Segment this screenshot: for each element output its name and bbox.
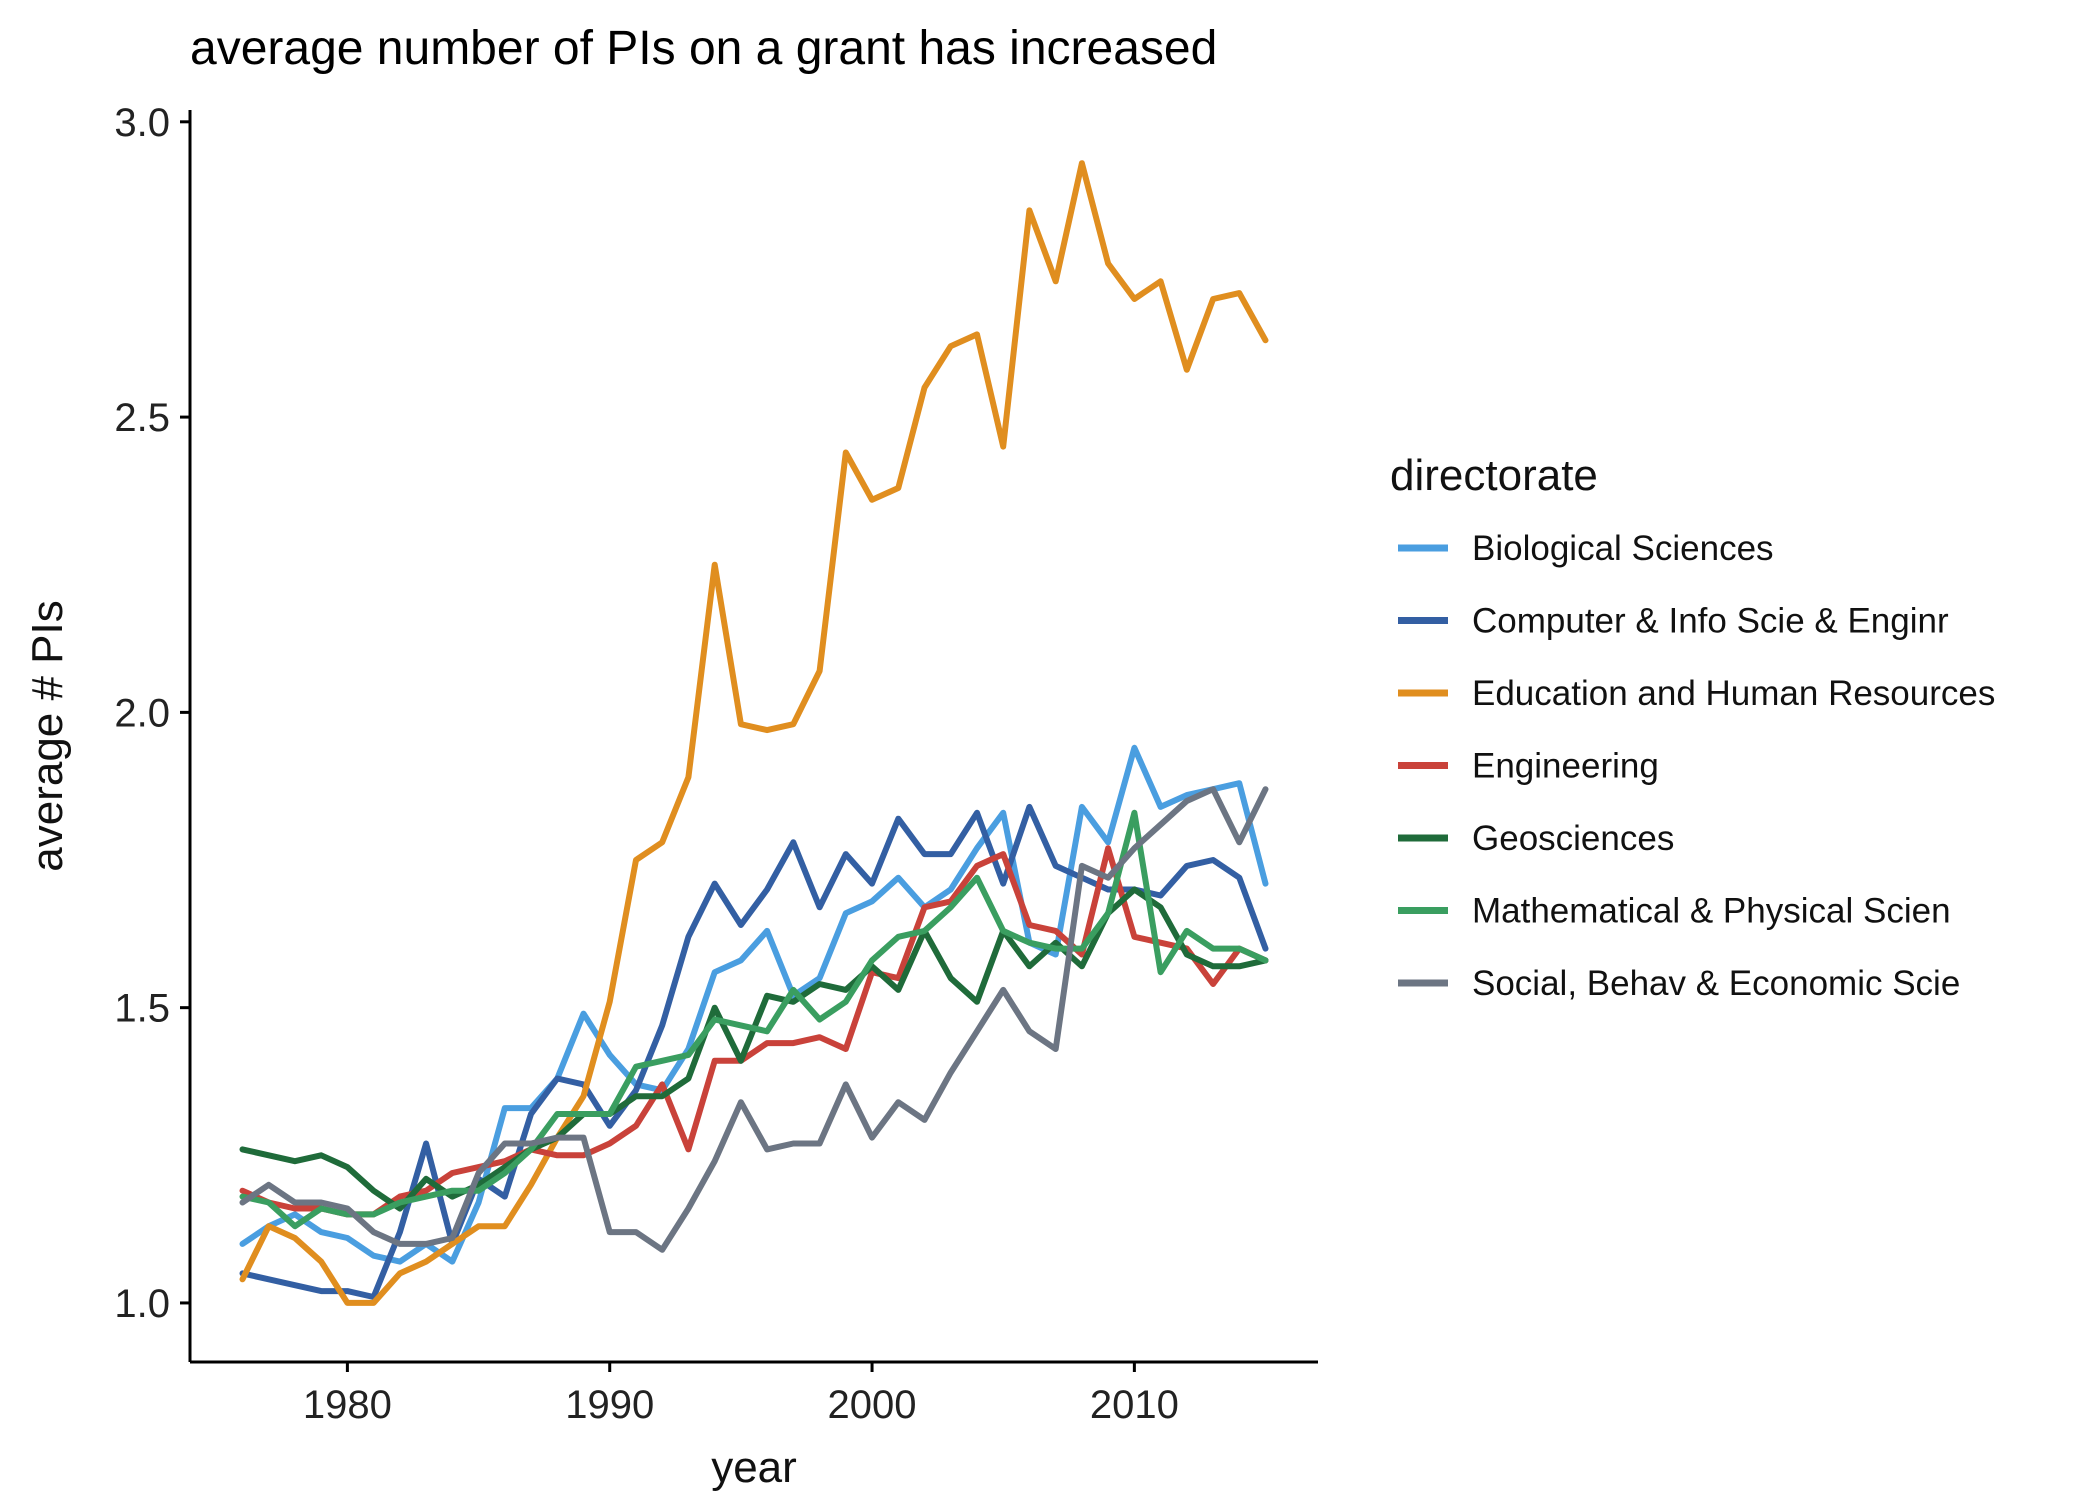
y-axis-label: average # PIs [23,600,72,872]
chart-title: average number of PIs on a grant has inc… [190,22,1217,75]
legend-title: directorate [1390,451,1598,500]
series-line-social-behav-economic-scie [239,786,1269,1253]
legend-label: Education and Human Resources [1472,674,1995,713]
y-axis-ticks: 1.0 1.5 2.0 2.5 3.0 [114,101,190,1326]
x-axis-ticks: 1980 1990 2000 2010 [303,1362,1179,1427]
plot-area [239,160,1269,1306]
legend-label: Computer & Info Scie & Enginr [1472,602,1949,641]
legend: directorate Biological Sciences Computer … [1390,451,1995,1003]
x-tick-label: 1980 [303,1383,392,1427]
legend-label: Engineering [1472,747,1659,786]
legend-items: Biological Sciences Computer & Info Scie … [1398,529,1995,1003]
legend-label: Social, Behav & Economic Scie [1472,964,1960,1003]
y-tick-label: 2.5 [114,396,170,440]
x-tick-label: 1990 [565,1383,654,1427]
series-line-education-and-human-resources [239,160,1269,1306]
legend-label: Mathematical & Physical Scien [1472,892,1951,931]
y-tick-label: 1.0 [114,1282,170,1326]
x-tick-label: 2000 [828,1383,917,1427]
x-tick-label: 2010 [1090,1383,1179,1427]
series-line-biological-sciences [239,744,1269,1265]
y-tick-label: 3.0 [114,101,170,145]
y-tick-label: 1.5 [114,987,170,1031]
legend-label: Geosciences [1472,819,1674,858]
series-line-computer-info-scie-enginr [239,803,1269,1300]
legend-label: Biological Sciences [1472,529,1774,568]
series-line-mathematical-physical-scien [239,809,1269,1230]
x-axis-label: year [711,1443,797,1492]
y-tick-label: 2.0 [114,691,170,735]
